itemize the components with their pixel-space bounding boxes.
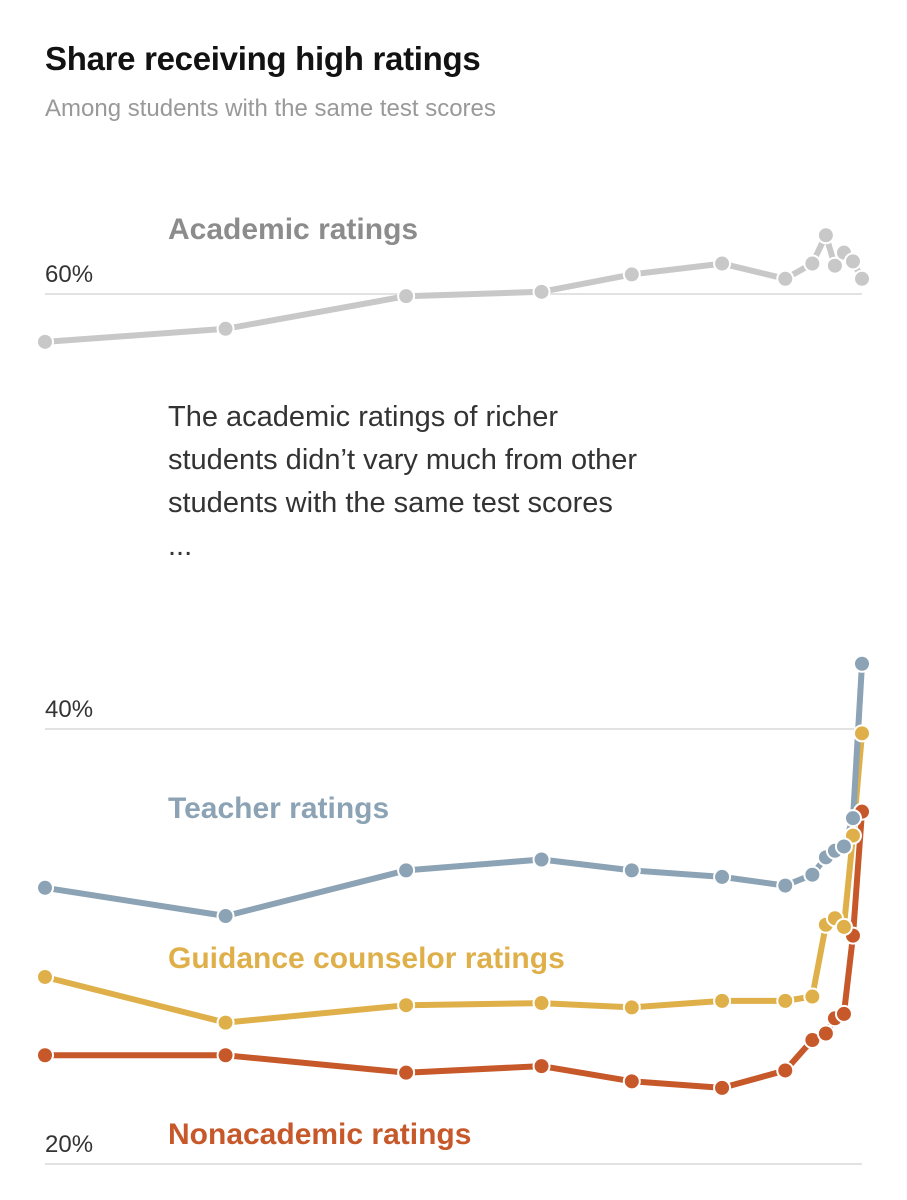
data-point xyxy=(397,861,416,880)
chart-annotation: The academic ratings of richer students … xyxy=(168,401,638,562)
series-line-1 xyxy=(42,660,865,919)
data-point xyxy=(36,878,54,897)
data-point xyxy=(713,867,732,886)
y-tick-label: 40% xyxy=(45,696,93,723)
data-point xyxy=(397,287,416,306)
data-point xyxy=(36,967,54,986)
data-point xyxy=(834,837,853,856)
gridlines: 20% 40% 60% xyxy=(45,261,862,1165)
series-label-1: Teacher ratings xyxy=(168,792,389,825)
series-label-3: Nonacademic ratings xyxy=(168,1118,471,1151)
data-point xyxy=(713,1078,732,1097)
data-point xyxy=(816,1024,835,1043)
data-point xyxy=(843,252,862,271)
data-point xyxy=(853,269,871,288)
data-point xyxy=(216,319,235,338)
series-label-2: Guidance counselor ratings xyxy=(168,942,565,975)
data-point xyxy=(622,861,641,880)
data-point xyxy=(776,1061,795,1080)
data-point xyxy=(776,876,795,895)
series-line-0 xyxy=(42,232,865,345)
data-point xyxy=(532,994,551,1013)
data-point xyxy=(776,269,795,288)
data-point xyxy=(713,991,732,1010)
series-points xyxy=(36,226,871,1097)
data-point xyxy=(397,1063,416,1082)
data-point xyxy=(853,724,871,743)
y-tick-label: 20% xyxy=(45,1131,93,1158)
data-point xyxy=(36,1046,54,1065)
data-point xyxy=(532,282,551,301)
data-point xyxy=(803,987,822,1006)
series-label-0: Academic ratings xyxy=(168,213,418,246)
y-tick-label: 60% xyxy=(45,261,93,288)
data-point xyxy=(622,265,641,284)
data-point xyxy=(532,1057,551,1076)
data-point xyxy=(216,1013,235,1032)
data-point xyxy=(622,1072,641,1091)
data-point xyxy=(622,998,641,1017)
data-point xyxy=(397,996,416,1015)
data-point xyxy=(816,226,835,245)
chart-subtitle: Among students with the same test scores xyxy=(45,95,496,122)
data-point xyxy=(216,1046,235,1065)
chart-title: Share receiving high ratings xyxy=(45,40,481,77)
data-point xyxy=(216,907,235,926)
data-point xyxy=(803,254,822,273)
data-point xyxy=(776,991,795,1010)
data-point xyxy=(36,332,54,351)
data-point xyxy=(825,256,844,275)
data-point xyxy=(532,850,551,869)
data-point xyxy=(843,809,862,828)
data-point xyxy=(803,865,822,884)
data-point xyxy=(834,917,853,936)
series-labels: Academic ratings Teacher ratings Guidance … xyxy=(168,213,565,1151)
data-point xyxy=(853,654,871,673)
data-point xyxy=(834,1004,853,1023)
data-point xyxy=(713,254,732,273)
